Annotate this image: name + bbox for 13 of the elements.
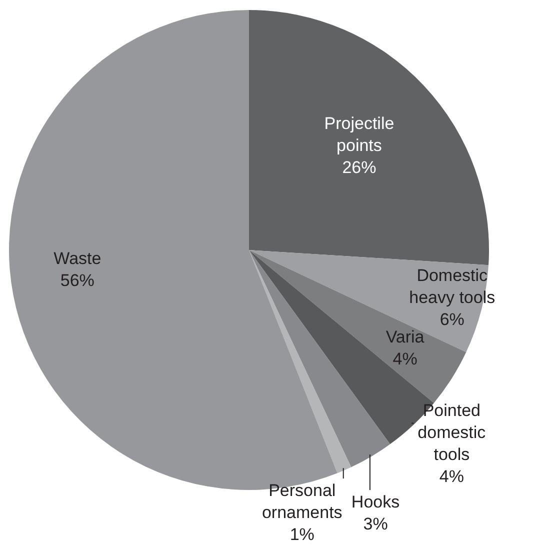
slice-label: Pointed domestic tools <box>418 401 486 464</box>
slice-label: Projectile points <box>324 114 394 156</box>
data-label: 3% <box>363 514 388 534</box>
data-label: 1% <box>290 525 314 544</box>
slice-label: Varia <box>386 328 425 347</box>
slice-label: Hooks <box>351 492 400 512</box>
data-label: 4% <box>392 350 418 369</box>
data-label: 4% <box>439 467 464 486</box>
data-label: 26% <box>342 158 376 178</box>
slice-label: Waste <box>54 249 102 268</box>
slice-label: Personal ornaments <box>262 481 342 522</box>
data-label: 6% <box>440 310 464 330</box>
data-label: 56% <box>60 271 94 290</box>
